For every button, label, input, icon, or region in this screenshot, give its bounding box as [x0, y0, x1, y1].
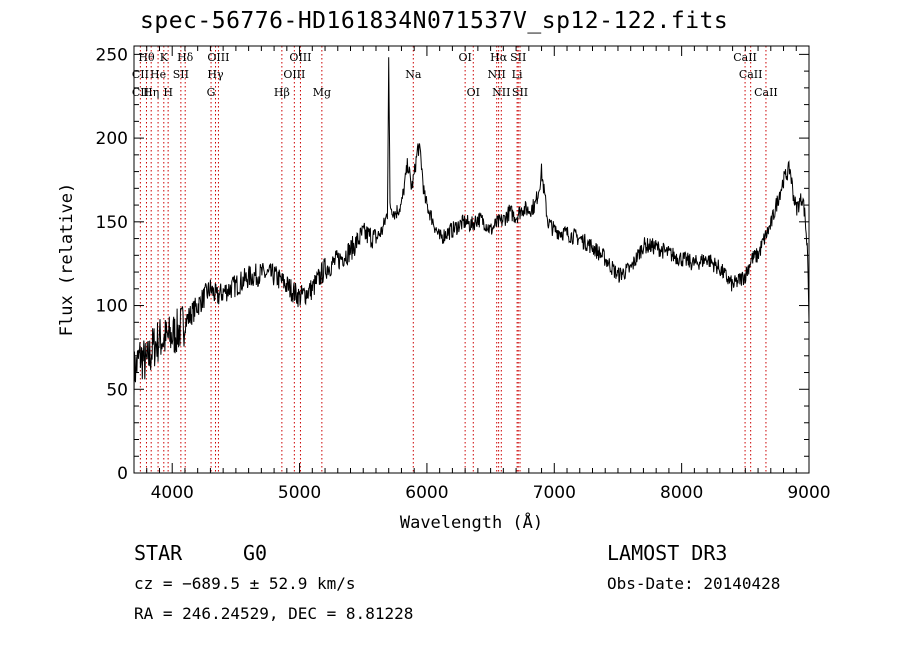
line-label: Na	[405, 68, 422, 81]
y-tick-label: 250	[96, 45, 128, 65]
line-label: OI	[467, 86, 480, 99]
object-type: STAR	[134, 541, 183, 565]
line-label: Hγ	[207, 68, 224, 81]
y-tick-label: 200	[96, 129, 128, 149]
chart-title: spec-56776-HD161834N071537V_sp12-122.fit…	[140, 8, 729, 34]
x-tick-label: 5000	[278, 483, 321, 503]
survey-name: LAMOST DR3	[607, 541, 728, 565]
line-label: Mg	[313, 86, 331, 99]
x-tick-label: 4000	[151, 483, 194, 503]
plot-frame	[133, 45, 810, 474]
x-tick-label: 8000	[660, 483, 703, 503]
line-label: CaII	[754, 86, 778, 99]
line-label: OI	[458, 51, 471, 64]
line-label: Hβ	[274, 86, 290, 99]
line-label: K	[160, 51, 169, 64]
redshift-cz: cz = −689.5 ± 52.9 km/s	[134, 574, 356, 593]
x-tick-label: 6000	[405, 483, 448, 503]
y-tick-label: 100	[96, 297, 128, 317]
line-label: CaII	[739, 68, 763, 81]
spectral-subclass: G0	[243, 541, 268, 565]
coordinates: RA = 246.24529, DEC = 8.81228	[134, 604, 414, 623]
line-label: He	[150, 68, 166, 81]
line-label: OIII	[283, 68, 305, 81]
line-label: NII	[492, 86, 510, 99]
line-label: Hη	[143, 86, 159, 99]
x-tick-label: 9000	[787, 483, 830, 503]
line-label: G	[207, 86, 216, 99]
y-axis-label: Flux (relative)	[57, 183, 77, 337]
line-label: SII	[512, 86, 528, 99]
line-label: OIII	[289, 51, 311, 64]
line-label: H	[163, 86, 173, 99]
line-label: Li	[512, 68, 523, 81]
spectrum-line	[133, 57, 810, 397]
line-label: SII	[173, 68, 189, 81]
line-label: CII	[132, 86, 149, 99]
line-label: Hδ	[177, 51, 194, 64]
y-tick-label: 0	[117, 464, 128, 484]
x-axis-label: Wavelength (Å)	[400, 511, 543, 533]
line-label: OIII	[207, 51, 229, 64]
line-label: NII	[488, 68, 506, 81]
observation-date: Obs-Date: 20140428	[607, 574, 781, 593]
line-label: Hθ	[138, 51, 155, 64]
line-label: CaII	[733, 51, 757, 64]
y-tick-label: 150	[96, 213, 128, 233]
x-tick-label: 7000	[533, 483, 576, 503]
y-tick-label: 50	[106, 380, 128, 400]
line-label: SII	[510, 51, 526, 64]
line-label: Hα	[490, 51, 508, 64]
